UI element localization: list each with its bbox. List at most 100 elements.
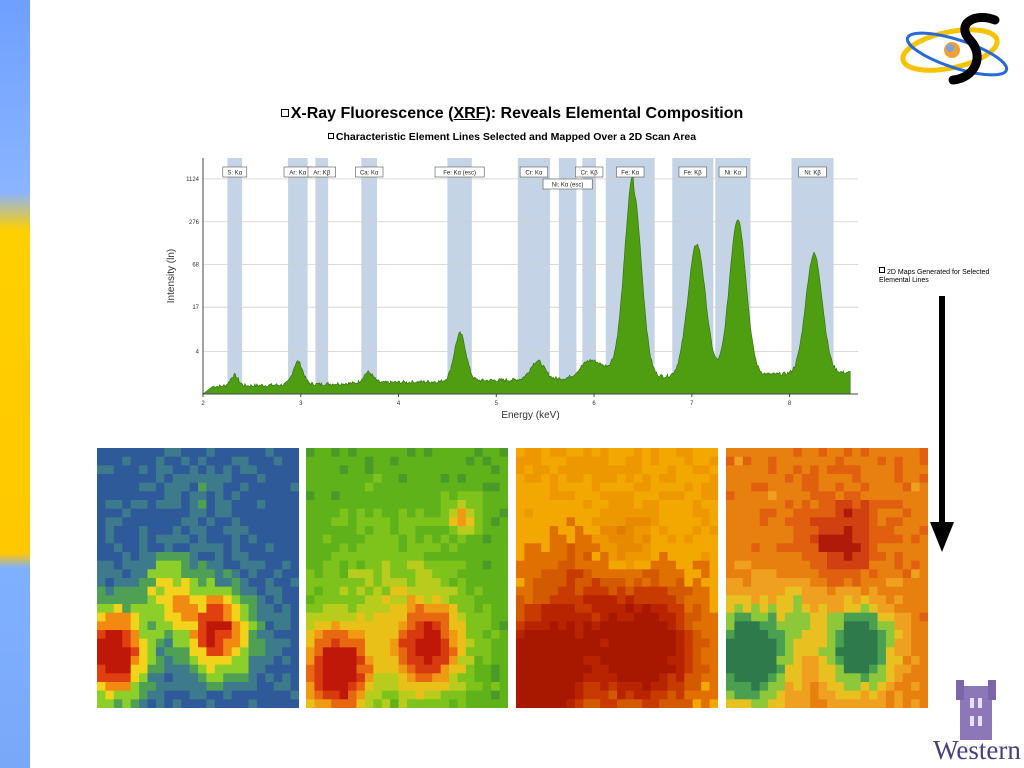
heatmap-cell	[558, 508, 568, 518]
heatmap-cell	[566, 569, 576, 579]
heatmap-cell	[583, 465, 593, 475]
heatmap-cell	[432, 690, 442, 700]
heatmap-cell	[306, 656, 316, 666]
heatmap-cell	[214, 560, 224, 570]
heatmap-cell	[742, 673, 752, 683]
heatmap-cell	[591, 526, 601, 536]
heatmap-cell	[532, 465, 542, 475]
heatmap-cell	[558, 586, 568, 596]
heatmap-cell	[482, 526, 492, 536]
heatmap-cell	[122, 534, 132, 544]
heatmap-cell	[189, 604, 199, 614]
heatmap-cell	[667, 682, 677, 692]
heatmap-cell	[499, 630, 508, 640]
heatmap-cell	[650, 474, 660, 484]
heatmap-cell	[659, 612, 669, 622]
heatmap-cell	[223, 595, 233, 605]
heatmap-cell	[231, 586, 241, 596]
heatmap-cell	[667, 621, 677, 631]
heatmap-cell	[885, 456, 895, 466]
heatmap-cell	[181, 552, 191, 562]
line-label-box	[519, 166, 549, 178]
heatmap-cell	[339, 630, 349, 640]
heatmap-cell	[768, 534, 778, 544]
heatmap-cell	[356, 604, 366, 614]
heatmap-cell	[482, 604, 492, 614]
heatmap-cell	[860, 456, 870, 466]
heatmap-cell	[139, 664, 149, 674]
heatmap-cell	[415, 500, 425, 510]
heatmap-cell	[491, 448, 501, 458]
heatmap-cell	[122, 604, 132, 614]
heatmap-cell	[751, 656, 761, 666]
heatmap-cell	[189, 699, 199, 708]
heatmap-cell	[843, 569, 853, 579]
heatmap-cell	[919, 508, 928, 518]
heatmap-cell	[558, 656, 568, 666]
heatmap-cell	[667, 630, 677, 640]
heatmap-cell	[541, 448, 551, 458]
heatmap-cell	[659, 552, 669, 562]
heatmap-cell	[860, 500, 870, 510]
heatmap-cell	[407, 465, 417, 475]
heatmap-cell	[541, 552, 551, 562]
heatmap-cell	[759, 586, 769, 596]
heatmap-cell	[633, 508, 643, 518]
heatmap-cell	[105, 630, 115, 640]
heatmap-cell	[574, 560, 584, 570]
heatmap-cell	[692, 500, 702, 510]
heatmap-cell	[398, 500, 408, 510]
heatmap-cell	[449, 448, 459, 458]
heatmap-cell	[827, 543, 837, 553]
heatmap-cell	[566, 621, 576, 631]
heatmap-cell	[172, 517, 182, 527]
heatmap-cell	[701, 517, 711, 527]
line-label: Ar: Kβ	[313, 171, 330, 177]
heatmap-cell	[139, 586, 149, 596]
heatmap-cell	[650, 656, 660, 666]
heatmap-cell	[742, 630, 752, 640]
heatmap-cell	[415, 699, 425, 708]
heatmap-cell	[147, 534, 157, 544]
heatmap-cell	[524, 560, 534, 570]
heatmap-cell	[684, 690, 694, 700]
heatmap-cell	[449, 595, 459, 605]
heatmap-cell	[206, 664, 216, 674]
heatmap-cell	[776, 569, 786, 579]
heatmap-cell	[314, 474, 324, 484]
heatmap-cell	[574, 500, 584, 510]
heatmap-cell	[273, 630, 283, 640]
heatmap-cell	[860, 621, 870, 631]
heatmap-cell	[675, 699, 685, 708]
heatmap-cell	[835, 482, 845, 492]
heatmap-cell	[331, 586, 341, 596]
heatmap-cell	[491, 560, 501, 570]
heatmap-cell	[105, 690, 115, 700]
heatmap-cell	[667, 699, 677, 708]
heatmap-cell	[339, 682, 349, 692]
heatmap-cell	[223, 569, 233, 579]
heatmap-cell	[524, 474, 534, 484]
heatmap-cell	[440, 673, 450, 683]
heatmap-cell	[566, 552, 576, 562]
heatmap-cell	[726, 586, 736, 596]
heatmap-cell	[675, 690, 685, 700]
heatmap-cell	[675, 612, 685, 622]
heatmap-cell	[642, 456, 652, 466]
heatmap-cell	[282, 638, 292, 648]
heatmap-cell	[331, 682, 341, 692]
heatmap-cell	[827, 500, 837, 510]
heatmap-cell	[465, 569, 475, 579]
heatmap-cell	[843, 630, 853, 640]
heatmap-cell	[885, 656, 895, 666]
heatmap-cell	[465, 465, 475, 475]
heatmap-cell	[784, 456, 794, 466]
heatmap-cell	[240, 456, 250, 466]
heatmap-cell	[625, 604, 635, 614]
heatmap-cell	[491, 638, 501, 648]
heatmap-cell	[113, 474, 123, 484]
heatmap-cell	[398, 656, 408, 666]
heatmap-cell	[482, 482, 492, 492]
heatmap-cell	[516, 612, 526, 622]
heatmap-cell	[835, 560, 845, 570]
